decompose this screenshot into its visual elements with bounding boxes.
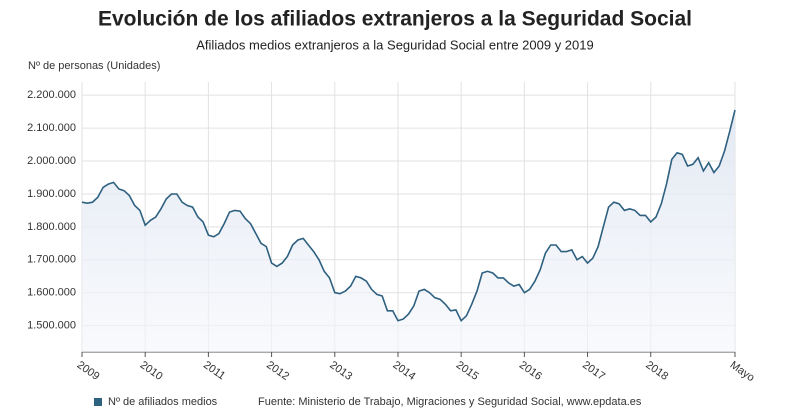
x-tick-label: 2015 [454, 359, 481, 383]
x-tick-label: 2018 [643, 359, 670, 383]
x-tick-label: 2012 [264, 359, 291, 383]
y-tick-label: 2.100.000 [27, 122, 76, 134]
y-tick-label: 1.800.000 [27, 221, 76, 233]
x-tick-label: 2011 [201, 359, 227, 382]
legend-label: Nº de afiliados medios [108, 396, 218, 408]
chart-title: Evolución de los afiliados extranjeros a… [98, 8, 692, 31]
y-tick-label: 1.700.000 [27, 254, 76, 266]
source: Fuente: Ministerio de Trabajo, Migracion… [258, 396, 642, 408]
x-tick-label: 2016 [517, 359, 544, 383]
x-tick-label: Mayo [728, 359, 757, 384]
x-tick-label: 2013 [327, 359, 354, 383]
y-tick-label: 2.200.000 [27, 89, 76, 101]
line [81, 109, 736, 323]
y-tick-label: 1.900.000 [27, 188, 76, 200]
y-axis-label: Nº de personas (Unidades) [28, 60, 160, 72]
x-tick-label: 2009 [75, 359, 102, 383]
y-tick-label: 1.600.000 [27, 287, 76, 299]
area [82, 110, 735, 352]
x-tick-label: 2017 [580, 359, 607, 383]
legend-swatch [94, 398, 102, 406]
x-tick-label: 2010 [138, 359, 165, 383]
y-tick-label: 2.000.000 [27, 155, 76, 167]
x-tick-label: 2014 [391, 359, 418, 383]
y-tick-label: 1.500.000 [27, 320, 76, 332]
chart-subtitle: Afiliados medios extranjeros a la Seguri… [196, 37, 593, 52]
